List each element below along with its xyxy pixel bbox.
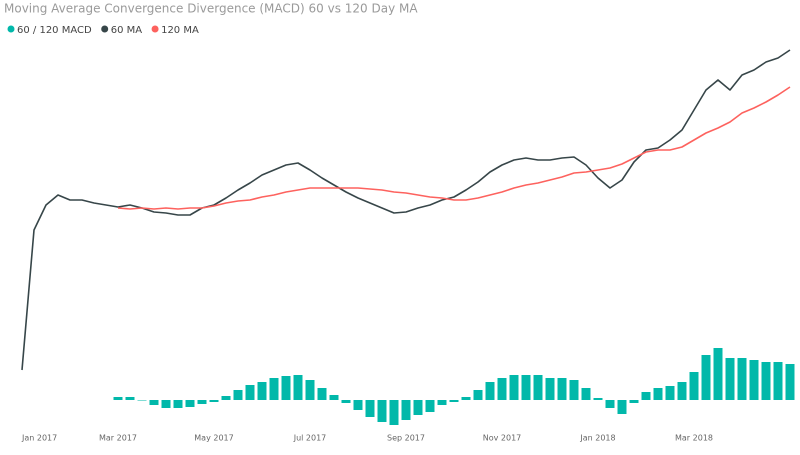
- macd-bar: [545, 378, 555, 400]
- macd-bar: [773, 362, 783, 400]
- macd-bar: [581, 388, 591, 400]
- macd-bar: [665, 386, 675, 400]
- macd-bar: [161, 400, 171, 408]
- x-tick-label: Mar 2018: [675, 434, 713, 443]
- macd-bar: [197, 400, 207, 404]
- macd-bar: [521, 375, 531, 400]
- macd-bar: [269, 378, 279, 400]
- macd-bar: [593, 398, 603, 400]
- x-tick-label: May 2017: [194, 434, 233, 443]
- macd-bar: [389, 400, 399, 425]
- macd-bar: [689, 372, 699, 400]
- macd-bar: [293, 375, 303, 400]
- macd-bar: [641, 392, 651, 400]
- macd-bar: [353, 400, 363, 410]
- macd-bar: [365, 400, 375, 417]
- macd-bar: [149, 400, 159, 405]
- macd-bar: [725, 358, 735, 400]
- macd-bar: [317, 388, 327, 400]
- macd-bar: [329, 395, 339, 400]
- legend-marker: [101, 25, 109, 33]
- macd-bar: [401, 400, 411, 420]
- macd-bar: [713, 348, 723, 400]
- macd-bar: [377, 400, 387, 422]
- macd-bar: [137, 400, 147, 401]
- macd-bar: [245, 385, 255, 400]
- macd-bar: [701, 355, 711, 400]
- macd-bar: [461, 397, 471, 400]
- macd-bar: [629, 400, 639, 403]
- macd-bar: [485, 382, 495, 400]
- macd-bar: [785, 364, 795, 400]
- macd-bar: [617, 400, 627, 414]
- x-tick-label: Jul 2017: [293, 434, 327, 443]
- legend-label: 60 MA: [111, 25, 143, 36]
- macd-bar: [557, 378, 567, 400]
- macd-bar: [209, 400, 219, 402]
- macd-bar: [221, 396, 231, 400]
- macd-bar: [341, 400, 351, 403]
- x-tick-label: Sep 2017: [387, 434, 425, 443]
- macd-bar: [473, 390, 483, 400]
- x-tick-label: Jan 2017: [21, 434, 57, 443]
- macd-bar: [125, 397, 135, 400]
- macd-bar: [677, 382, 687, 400]
- macd-bar: [257, 382, 267, 400]
- ma-line: [21, 49, 791, 371]
- macd-bar: [497, 378, 507, 400]
- macd-bar: [305, 380, 315, 400]
- legend-marker: [7, 25, 15, 33]
- macd-bar: [749, 360, 759, 400]
- macd-bar: [737, 358, 747, 400]
- ma-line: [117, 86, 791, 210]
- legend-label: 60 / 120 MACD: [17, 25, 92, 36]
- macd-bar: [425, 400, 435, 412]
- macd-bar: [185, 400, 195, 407]
- macd-bar: [437, 400, 447, 405]
- macd-bar: [653, 388, 663, 400]
- x-tick-label: Mar 2017: [99, 434, 137, 443]
- macd-bar: [413, 400, 423, 415]
- legend-label: 120 MA: [161, 25, 199, 36]
- x-tick-label: Nov 2017: [483, 434, 522, 443]
- legend-marker: [151, 25, 159, 33]
- macd-bar: [233, 390, 243, 400]
- macd-bar: [509, 375, 519, 400]
- macd-bar: [605, 400, 615, 408]
- macd-bar: [281, 376, 291, 400]
- macd-bar: [533, 375, 543, 400]
- macd-bar: [449, 400, 459, 402]
- macd-bar: [113, 397, 123, 400]
- macd-bar: [569, 380, 579, 400]
- macd-bar: [173, 400, 183, 408]
- macd-bar: [761, 362, 771, 400]
- x-tick-label: Jan 2018: [579, 434, 615, 443]
- chart-title: Moving Average Convergence Divergence (M…: [4, 2, 418, 16]
